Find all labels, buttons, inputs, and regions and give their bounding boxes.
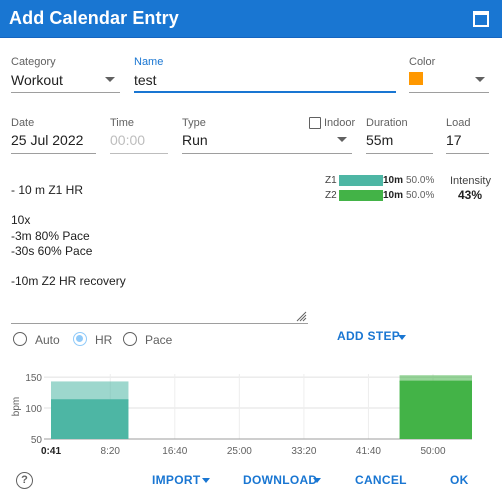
help-icon[interactable]: ? bbox=[16, 472, 33, 489]
description-line: -30s 60% Pace bbox=[11, 244, 93, 258]
time-label: Time bbox=[110, 117, 135, 129]
chart-x-tick-label: 8:20 bbox=[101, 446, 121, 457]
zone-z1-percent: 50.0% bbox=[406, 175, 435, 186]
load-input[interactable]: 17 bbox=[446, 132, 462, 148]
zone-z1-name: Z1 bbox=[325, 175, 337, 186]
description-line: - 10 m Z1 HR bbox=[11, 183, 84, 197]
zone-z1-duration: 10m bbox=[383, 175, 404, 186]
category-chevron-down-icon[interactable] bbox=[105, 77, 115, 82]
duration-label: Duration bbox=[366, 117, 408, 129]
name-underline bbox=[134, 91, 396, 93]
category-select-value[interactable]: Workout bbox=[11, 72, 63, 88]
color-label: Color bbox=[409, 56, 436, 68]
zone-z2-bar bbox=[339, 190, 383, 201]
description-line: -10m Z2 HR recovery bbox=[11, 274, 126, 288]
description-line: 10x bbox=[11, 213, 31, 227]
dialog-titlebar: Add Calendar Entry bbox=[0, 0, 502, 38]
chart-x-tick-label: 25:00 bbox=[227, 446, 252, 457]
chart-step-range-z1 bbox=[51, 381, 129, 400]
load-label: Load bbox=[446, 117, 471, 129]
time-underline bbox=[110, 153, 168, 154]
type-label: Type bbox=[182, 117, 206, 129]
chart-y-tick-label: 100 bbox=[25, 404, 42, 415]
date-underline bbox=[11, 153, 96, 154]
date-input[interactable]: 25 Jul 2022 bbox=[11, 132, 84, 148]
type-underline bbox=[182, 153, 352, 154]
chart-step-range-z2 bbox=[399, 375, 472, 382]
name-input[interactable]: test bbox=[134, 72, 157, 88]
chart-y-tick-label: 150 bbox=[25, 373, 42, 384]
zone-z2-name: Z2 bbox=[325, 190, 337, 201]
chart-x-tick-label: 41:40 bbox=[356, 446, 381, 457]
indoor-label: Indoor bbox=[324, 117, 356, 129]
add-step-caret-icon bbox=[398, 335, 406, 340]
load-underline bbox=[446, 153, 489, 154]
chart-x-tick-label: 0:41 bbox=[41, 446, 61, 457]
chart-y-axis-label: bpm bbox=[11, 397, 22, 416]
chart-step-bar-z1 bbox=[51, 400, 129, 439]
radio-hr-label: HR bbox=[95, 333, 113, 347]
color-swatch[interactable] bbox=[409, 72, 423, 85]
chart-y-tick-label: 50 bbox=[31, 435, 43, 446]
chart-x-tick-label: 50:00 bbox=[420, 446, 445, 457]
description-line: -3m 80% Pace bbox=[11, 229, 90, 243]
add-step-label: ADD STEP bbox=[337, 329, 401, 343]
radio-auto[interactable] bbox=[13, 332, 27, 346]
category-underline bbox=[11, 92, 120, 93]
zone-z2-duration: 10m bbox=[383, 190, 404, 201]
date-label: Date bbox=[11, 117, 35, 129]
time-input[interactable]: 00:00 bbox=[110, 132, 146, 148]
description-underline bbox=[11, 323, 308, 324]
maximize-icon[interactable] bbox=[473, 11, 489, 27]
type-select-value[interactable]: Run bbox=[182, 132, 208, 148]
zone-z2-percent: 50.0% bbox=[406, 190, 435, 201]
workout-chart: 150 100 500:41 8:20 16:40 25:00 33:20 41:40 50:0… bbox=[11, 373, 472, 457]
radio-pace-label: Pace bbox=[145, 333, 173, 347]
import-label: IMPORT bbox=[152, 473, 201, 487]
radio-hr[interactable] bbox=[73, 332, 87, 346]
radio-auto-label: Auto bbox=[35, 333, 60, 347]
color-underline bbox=[409, 92, 489, 93]
download-caret-icon bbox=[313, 478, 321, 483]
download-label: DOWNLOAD bbox=[243, 473, 318, 487]
duration-underline bbox=[366, 153, 433, 154]
chart-step-bar-z2 bbox=[399, 381, 472, 439]
category-label: Category bbox=[11, 56, 56, 68]
indoor-checkbox[interactable] bbox=[309, 117, 321, 129]
intensity-value: 43% bbox=[458, 188, 483, 202]
intensity-label: Intensity bbox=[450, 175, 491, 187]
cancel-button[interactable]: CANCEL bbox=[355, 473, 407, 487]
resize-handle-icon[interactable] bbox=[296, 311, 307, 322]
name-label: Name bbox=[134, 56, 164, 68]
radio-pace[interactable] bbox=[123, 332, 137, 346]
import-caret-icon bbox=[202, 478, 210, 483]
ok-button[interactable]: OK bbox=[450, 473, 469, 487]
duration-input[interactable]: 55m bbox=[366, 132, 394, 148]
color-chevron-down-icon[interactable] bbox=[475, 77, 485, 82]
chart-x-tick-label: 33:20 bbox=[291, 446, 316, 457]
chart-x-tick-label: 16:40 bbox=[162, 446, 187, 457]
zone-z1-bar bbox=[339, 175, 383, 186]
dialog-title: Add Calendar Entry bbox=[9, 8, 179, 28]
type-chevron-down-icon[interactable] bbox=[337, 137, 347, 142]
